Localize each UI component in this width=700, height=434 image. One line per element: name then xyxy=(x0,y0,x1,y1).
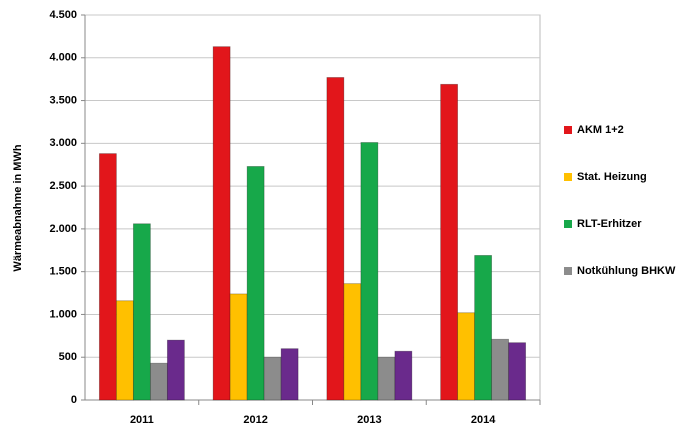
y-tick-label: 1.000 xyxy=(49,308,77,320)
bar xyxy=(246,166,265,401)
x-tick-label: 2012 xyxy=(243,414,267,426)
legend-label: Notkühlung BHKW xyxy=(577,265,676,277)
y-tick-label: 3.500 xyxy=(49,94,77,106)
bar xyxy=(377,356,396,401)
bar xyxy=(263,356,282,401)
bar xyxy=(474,255,493,401)
bar xyxy=(440,83,459,401)
legend-swatch xyxy=(564,126,572,134)
x-tick-label: 2013 xyxy=(357,414,381,426)
bar xyxy=(280,348,299,401)
y-tick-label: 2.000 xyxy=(49,223,77,235)
legend-swatch xyxy=(564,267,572,275)
bar xyxy=(212,46,231,401)
legend-label: RLT-Erhitzer xyxy=(577,218,642,230)
bar xyxy=(394,350,413,401)
x-tick-label: 2014 xyxy=(471,414,496,426)
y-tick-label: 4.000 xyxy=(49,52,77,64)
bar xyxy=(115,300,134,401)
bar xyxy=(457,312,476,401)
bar xyxy=(343,283,362,401)
bar xyxy=(360,142,379,401)
bar xyxy=(508,342,527,401)
legend-label: AKM 1+2 xyxy=(577,124,624,136)
legend-swatch xyxy=(564,173,572,181)
y-tick-label: 4.500 xyxy=(49,9,77,21)
legend-swatch xyxy=(564,220,572,228)
bar xyxy=(132,223,151,401)
y-tick-label: 2.500 xyxy=(49,180,77,192)
bar xyxy=(166,339,185,401)
y-tick-label: 3.000 xyxy=(49,137,77,149)
legend-label: Stat. Heizung xyxy=(577,171,647,183)
x-tick-label: 2011 xyxy=(130,414,154,426)
bar xyxy=(98,153,117,401)
bar xyxy=(491,338,510,401)
bar xyxy=(229,293,248,401)
y-tick-label: 500 xyxy=(59,351,77,363)
y-axis-label: Wärmeabnahme in MWh xyxy=(12,144,24,271)
y-tick-label: 0 xyxy=(71,394,77,406)
bar xyxy=(326,77,345,401)
bar xyxy=(149,362,168,401)
y-tick-label: 1.500 xyxy=(49,266,77,278)
